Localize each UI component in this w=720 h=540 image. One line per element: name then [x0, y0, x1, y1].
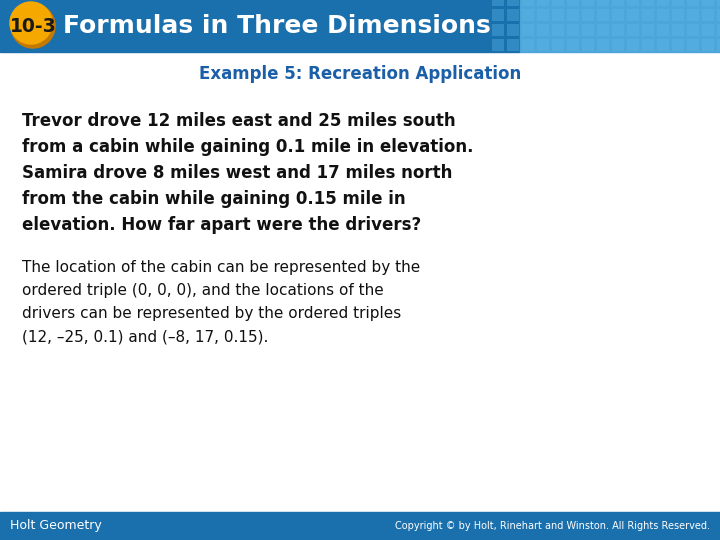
- FancyBboxPatch shape: [626, 38, 639, 51]
- Bar: [0, 512, 720, 540]
- FancyBboxPatch shape: [642, 0, 654, 5]
- FancyBboxPatch shape: [552, 0, 564, 5]
- Text: (12, –25, 0.1) and (–8, 17, 0.15).: (12, –25, 0.1) and (–8, 17, 0.15).: [22, 329, 269, 344]
- FancyBboxPatch shape: [657, 24, 668, 36]
- FancyBboxPatch shape: [521, 0, 534, 5]
- FancyBboxPatch shape: [521, 24, 534, 36]
- FancyBboxPatch shape: [686, 9, 698, 21]
- FancyBboxPatch shape: [657, 38, 668, 51]
- FancyBboxPatch shape: [686, 0, 698, 5]
- Circle shape: [11, 4, 55, 48]
- FancyBboxPatch shape: [657, 0, 668, 5]
- Text: Formulas in Three Dimensions: Formulas in Three Dimensions: [63, 14, 491, 38]
- FancyBboxPatch shape: [611, 38, 624, 51]
- FancyBboxPatch shape: [701, 38, 714, 51]
- FancyBboxPatch shape: [626, 0, 639, 5]
- Bar: [0, 0, 520, 52]
- FancyBboxPatch shape: [716, 38, 720, 51]
- FancyBboxPatch shape: [521, 38, 534, 51]
- Text: elevation. How far apart were the drivers?: elevation. How far apart were the driver…: [22, 216, 421, 234]
- FancyBboxPatch shape: [536, 38, 549, 51]
- FancyBboxPatch shape: [492, 9, 503, 21]
- FancyBboxPatch shape: [716, 24, 720, 36]
- Text: 10-3: 10-3: [9, 17, 56, 36]
- FancyBboxPatch shape: [611, 24, 624, 36]
- Text: The location of the cabin can be represented by the: The location of the cabin can be represe…: [22, 260, 420, 275]
- Circle shape: [10, 2, 52, 44]
- FancyBboxPatch shape: [536, 0, 549, 5]
- FancyBboxPatch shape: [552, 9, 564, 21]
- FancyBboxPatch shape: [582, 9, 593, 21]
- Bar: [520, 0, 720, 52]
- FancyBboxPatch shape: [672, 38, 683, 51]
- FancyBboxPatch shape: [567, 38, 578, 51]
- FancyBboxPatch shape: [506, 38, 518, 51]
- FancyBboxPatch shape: [567, 0, 578, 5]
- FancyBboxPatch shape: [672, 0, 683, 5]
- FancyBboxPatch shape: [567, 9, 578, 21]
- Text: Copyright © by Holt, Rinehart and Winston. All Rights Reserved.: Copyright © by Holt, Rinehart and Winsto…: [395, 521, 710, 531]
- FancyBboxPatch shape: [642, 24, 654, 36]
- FancyBboxPatch shape: [611, 9, 624, 21]
- Text: Trevor drove 12 miles east and 25 miles south: Trevor drove 12 miles east and 25 miles …: [22, 112, 456, 130]
- FancyBboxPatch shape: [506, 9, 518, 21]
- Text: Samira drove 8 miles west and 17 miles north: Samira drove 8 miles west and 17 miles n…: [22, 164, 452, 182]
- FancyBboxPatch shape: [596, 24, 608, 36]
- FancyBboxPatch shape: [536, 24, 549, 36]
- FancyBboxPatch shape: [686, 38, 698, 51]
- FancyBboxPatch shape: [672, 9, 683, 21]
- FancyBboxPatch shape: [686, 24, 698, 36]
- Text: Holt Geometry: Holt Geometry: [10, 519, 102, 532]
- FancyBboxPatch shape: [701, 24, 714, 36]
- FancyBboxPatch shape: [582, 0, 593, 5]
- FancyBboxPatch shape: [552, 38, 564, 51]
- FancyBboxPatch shape: [567, 24, 578, 36]
- FancyBboxPatch shape: [626, 9, 639, 21]
- FancyBboxPatch shape: [582, 24, 593, 36]
- Text: Example 5: Recreation Application: Example 5: Recreation Application: [199, 65, 521, 83]
- FancyBboxPatch shape: [701, 0, 714, 5]
- FancyBboxPatch shape: [536, 9, 549, 21]
- FancyBboxPatch shape: [596, 38, 608, 51]
- FancyBboxPatch shape: [596, 0, 608, 5]
- Text: from the cabin while gaining 0.15 mile in: from the cabin while gaining 0.15 mile i…: [22, 190, 405, 208]
- FancyBboxPatch shape: [672, 24, 683, 36]
- FancyBboxPatch shape: [657, 9, 668, 21]
- FancyBboxPatch shape: [642, 38, 654, 51]
- FancyBboxPatch shape: [716, 9, 720, 21]
- FancyBboxPatch shape: [642, 9, 654, 21]
- FancyBboxPatch shape: [506, 0, 518, 5]
- FancyBboxPatch shape: [701, 9, 714, 21]
- FancyBboxPatch shape: [492, 0, 503, 5]
- FancyBboxPatch shape: [611, 0, 624, 5]
- FancyBboxPatch shape: [596, 9, 608, 21]
- FancyBboxPatch shape: [552, 24, 564, 36]
- FancyBboxPatch shape: [492, 24, 503, 36]
- FancyBboxPatch shape: [582, 38, 593, 51]
- FancyBboxPatch shape: [506, 24, 518, 36]
- FancyBboxPatch shape: [716, 0, 720, 5]
- FancyBboxPatch shape: [492, 38, 503, 51]
- Text: ordered triple (0, 0, 0), and the locations of the: ordered triple (0, 0, 0), and the locati…: [22, 283, 384, 298]
- Text: drivers can be represented by the ordered triples: drivers can be represented by the ordere…: [22, 306, 401, 321]
- FancyBboxPatch shape: [521, 9, 534, 21]
- FancyBboxPatch shape: [626, 24, 639, 36]
- Text: from a cabin while gaining 0.1 mile in elevation.: from a cabin while gaining 0.1 mile in e…: [22, 138, 474, 156]
